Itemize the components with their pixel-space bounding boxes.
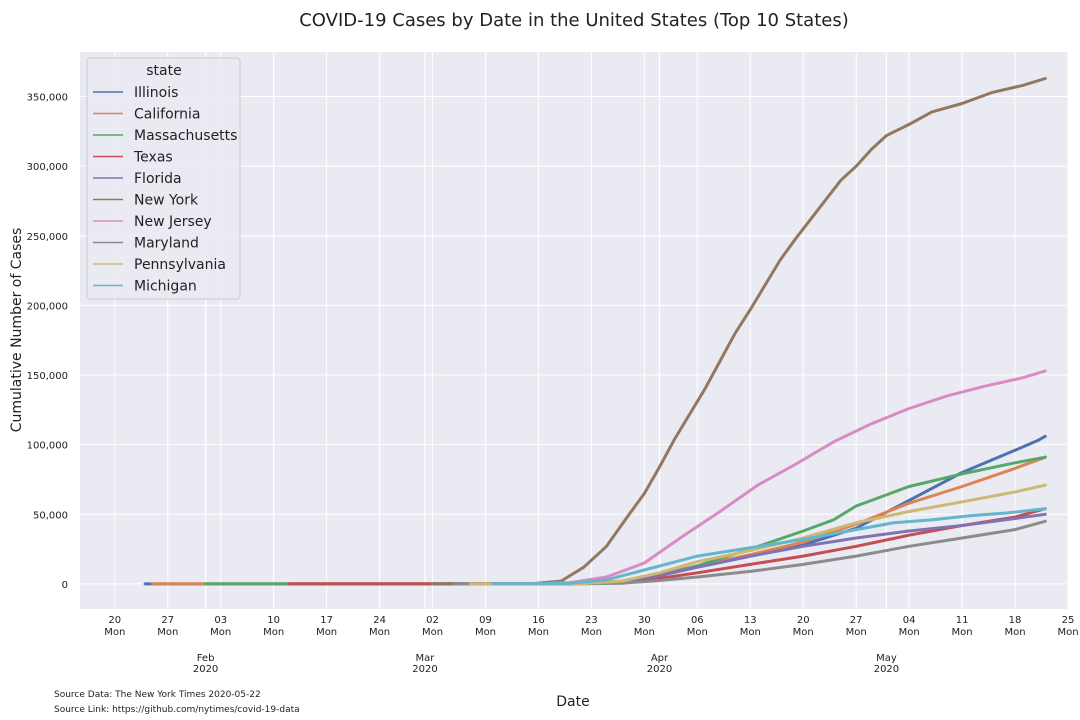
series-line-pennsylvania (468, 483, 1047, 586)
series-line-new-york (431, 77, 1047, 586)
x-tick-weekday: Mon (952, 627, 973, 638)
series-group (143, 77, 1047, 586)
x-tick-day: 18 (1009, 615, 1022, 626)
plot-background (80, 52, 1068, 609)
x-tick-day: 23 (585, 615, 598, 626)
series-line-new-jersey (461, 369, 1047, 586)
x-tick-day: 04 (903, 615, 916, 626)
y-tick-label: 150,000 (27, 371, 68, 382)
x-tick-month: May (876, 653, 897, 664)
x-tick-day: 20 (108, 615, 121, 626)
legend-label-new-jersey: New Jersey (134, 214, 212, 230)
x-tick-weekday: Mon (422, 627, 443, 638)
x-tick-weekday: Mon (793, 627, 814, 638)
x-tick-weekday: Mon (316, 627, 337, 638)
x-tick-weekday: Mon (263, 627, 284, 638)
y-tick-label: 350,000 (27, 93, 68, 104)
x-tick-weekday: Mon (475, 627, 496, 638)
x-tick-year: 2020 (193, 664, 218, 675)
x-tick-year: 2020 (874, 664, 899, 675)
legend-title: state (146, 63, 181, 79)
x-tick-day: 02 (426, 615, 439, 626)
y-axis: 0 50,000 100,000 150,000 200,000 250,000 300,0… (27, 93, 68, 591)
x-tick-year: 2020 (412, 664, 437, 675)
y-tick-label: 100,000 (27, 441, 68, 452)
x-tick-month: Feb (197, 653, 215, 664)
x-tick-day: 09 (479, 615, 492, 626)
x-tick-day: 03 (214, 615, 227, 626)
x-tick-day: 30 (638, 615, 651, 626)
legend-label-florida: Florida (134, 171, 182, 187)
legend-label-maryland: Maryland (134, 236, 199, 252)
x-tick-day: 06 (691, 615, 704, 626)
x-tick-weekday: Mon (157, 627, 178, 638)
legend-label-massachusetts: Massachusetts (134, 128, 237, 144)
source-data-text: Source Data: The New York Times 2020-05-… (54, 690, 261, 700)
source-link-text: Source Link: https://github.com/nytimes/… (54, 705, 300, 715)
x-tick-weekday: Mon (634, 627, 655, 638)
legend-label-illinois: Illinois (134, 85, 178, 101)
x-tick-month: Apr (651, 653, 669, 664)
legend-label-michigan: Michigan (134, 279, 197, 295)
legend: state Illinois California Massachusetts Tex… (86, 57, 241, 300)
x-tick-day: 25 (1062, 615, 1075, 626)
x-axis: 20Mon27Mon03Mon10Mon17Mon24Mon02Mon09Mon… (104, 615, 1078, 675)
x-tick-weekday: Mon (104, 627, 125, 638)
x-tick-weekday: Mon (528, 627, 549, 638)
y-tick-label: 50,000 (33, 510, 68, 521)
legend-label-pennsylvania: Pennsylvania (134, 257, 226, 273)
x-tick-day: 20 (797, 615, 810, 626)
x-tick-year: 2020 (647, 664, 672, 675)
y-tick-label: 300,000 (27, 162, 68, 173)
x-tick-day: 10 (267, 615, 280, 626)
x-tick-day: 17 (320, 615, 333, 626)
x-tick-weekday: Mon (581, 627, 602, 638)
x-tick-day: 13 (744, 615, 757, 626)
chart-title: COVID-19 Cases by Date in the United Sta… (299, 10, 849, 31)
y-tick-label: 0 (62, 580, 68, 591)
legend-box (86, 57, 241, 300)
x-tick-weekday: Mon (1057, 627, 1078, 638)
x-tick-month: Mar (416, 653, 436, 664)
x-tick-weekday: Mon (1004, 627, 1025, 638)
x-tick-weekday: Mon (846, 627, 867, 638)
legend-label-texas: Texas (133, 150, 173, 166)
x-tick-day: 27 (850, 615, 863, 626)
x-tick-weekday: Mon (899, 627, 920, 638)
y-tick-label: 200,000 (27, 301, 68, 312)
y-tick-label: 250,000 (27, 232, 68, 243)
y-axis-label: Cumulative Number of Cases (9, 228, 25, 433)
x-tick-day: 16 (532, 615, 545, 626)
series-line-michigan (491, 507, 1047, 586)
legend-label-new-york: New York (134, 193, 199, 209)
x-tick-weekday: Mon (740, 627, 761, 638)
legend-label-california: California (134, 107, 200, 123)
x-tick-day: 24 (373, 615, 386, 626)
x-tick-day: 27 (161, 615, 174, 626)
x-tick-day: 11 (956, 615, 969, 626)
x-tick-weekday: Mon (210, 627, 231, 638)
x-axis-label: Date (556, 694, 589, 710)
x-tick-weekday: Mon (687, 627, 708, 638)
x-tick-weekday: Mon (369, 627, 390, 638)
